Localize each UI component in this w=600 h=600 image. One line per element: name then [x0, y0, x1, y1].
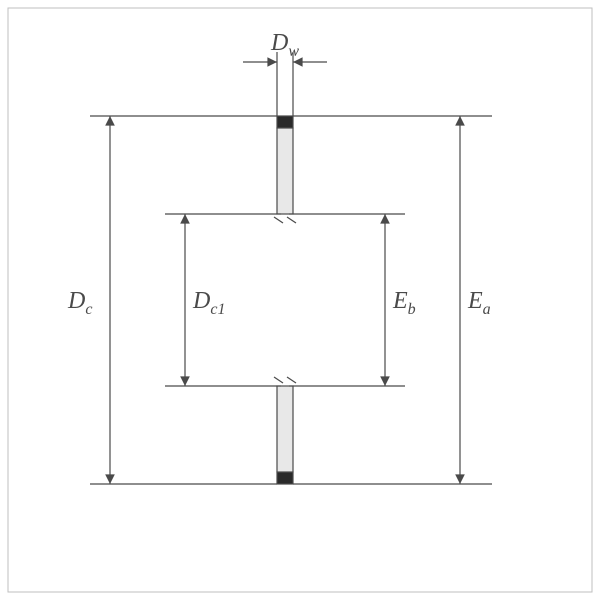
label-Dc1: Dc1 — [192, 288, 225, 318]
label-Dw: Dw — [270, 30, 299, 60]
body-bottom — [277, 386, 293, 472]
label-Dc: Dc — [67, 288, 92, 318]
label-Eb: Eb — [392, 288, 416, 318]
cap-bottom — [277, 472, 293, 484]
image-border — [8, 8, 592, 592]
body-top — [277, 128, 293, 214]
label-Ea: Ea — [467, 288, 491, 318]
cap-top — [277, 116, 293, 128]
